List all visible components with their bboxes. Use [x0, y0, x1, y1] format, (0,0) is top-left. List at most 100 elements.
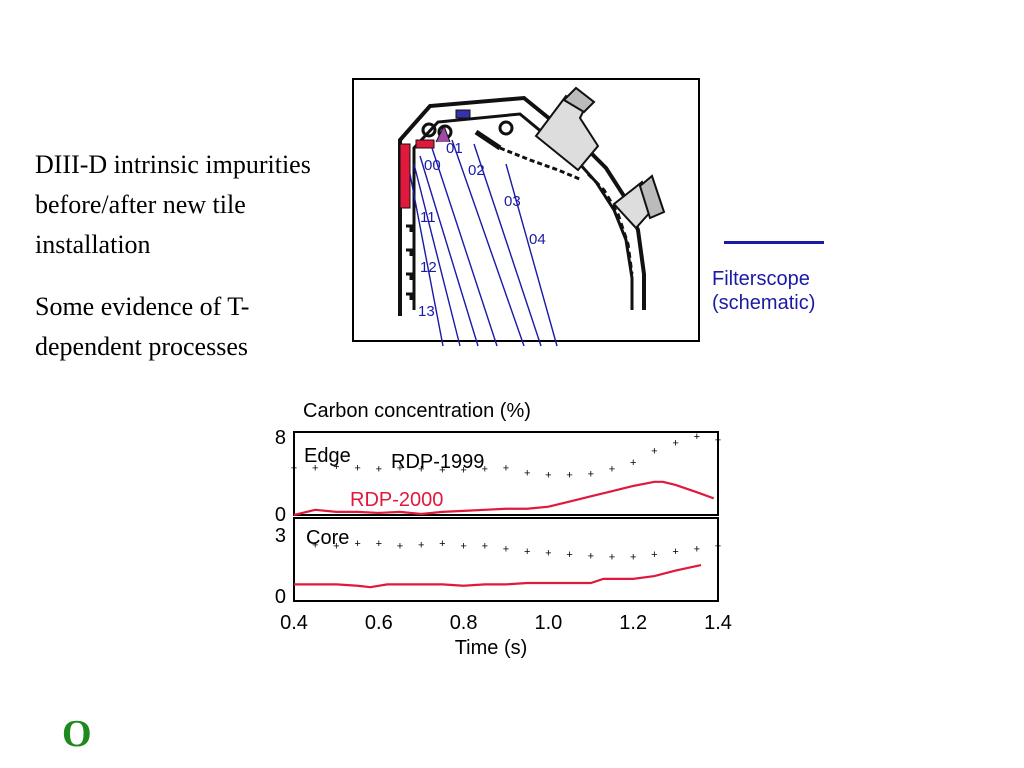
core-ytick-bottom: 0 — [275, 586, 286, 608]
x-tick-label: 0.4 — [280, 612, 308, 634]
data-point-rdp-1999-0-10: + — [503, 462, 509, 474]
coil-icon — [498, 120, 514, 136]
channel-label-04: 04 — [529, 231, 546, 248]
data-point-rdp-1999-0-13: + — [566, 470, 572, 482]
upper-port-flange — [562, 86, 596, 114]
data-point-rdp-1999-0-6: + — [418, 463, 424, 475]
shelf-tiles — [499, 146, 583, 182]
tokamak-diagram: 00 01 02 03 04 11 12 13 — [352, 78, 700, 347]
footer-mark: O — [62, 713, 92, 755]
x-tick-label: 1.2 — [619, 612, 647, 634]
legend-rdp-1999: RDP-1999 — [391, 451, 484, 473]
x-tick-label: 1.0 — [534, 612, 562, 634]
sight-line-13 — [409, 173, 444, 347]
chart-title: Carbon concentration (%) — [303, 400, 531, 422]
data-point-core-1-6: + — [439, 538, 445, 550]
vessel-outer-wall — [398, 95, 646, 316]
data-point-rdp-1999-0-15: + — [609, 463, 615, 475]
carbon-chart: Carbon concentration (%) 8 0 3 0 Edge Co… — [275, 400, 732, 659]
baffle — [474, 129, 502, 151]
edge-panel-label: Edge — [304, 445, 351, 467]
core-ytick-top: 3 — [275, 525, 286, 547]
series-line-core-1 — [294, 563, 702, 589]
data-point-rdp-1999-0-0: + — [291, 462, 297, 474]
channel-label-00: 00 — [424, 157, 441, 174]
filterscope-port — [455, 109, 471, 119]
data-point-core-1-9: + — [503, 543, 509, 555]
data-point-rdp-1999-0-11: + — [524, 467, 530, 479]
data-point-core-1-1: + — [333, 541, 339, 553]
data-point-rdp-1999-0-14: + — [588, 469, 594, 481]
data-point-rdp-1999-0-4: + — [376, 463, 382, 475]
coil-icon — [421, 122, 437, 138]
lower-port-flange — [638, 174, 666, 220]
data-point-rdp-1999-0-1: + — [312, 462, 318, 474]
data-point-core-1-0: + — [312, 539, 318, 551]
edge-ytick-top: 8 — [275, 427, 286, 449]
data-point-rdp-1999-0-19: + — [694, 431, 700, 443]
edge-panel-frame — [293, 431, 719, 516]
data-point-rdp-1999-0-5: + — [397, 462, 403, 474]
data-point-core-1-16: + — [651, 549, 657, 561]
channel-label-03: 03 — [504, 193, 521, 210]
data-point-rdp-1999-0-17: + — [651, 446, 657, 458]
data-point-rdp-1999-0-3: + — [354, 462, 360, 474]
divertor-tile — [415, 139, 435, 149]
edge-ytick-bottom: 0 — [275, 504, 286, 526]
data-point-rdp-1999-0-8: + — [460, 464, 466, 476]
data-point-core-1-15: + — [630, 552, 636, 564]
data-point-core-1-8: + — [482, 541, 488, 553]
sight-line-03 — [505, 163, 558, 347]
sight-line-01 — [451, 139, 525, 347]
data-point-rdp-1999-0-2: + — [333, 461, 339, 473]
x-tick-label: 1.4 — [704, 612, 732, 634]
data-point-rdp-1999-0-16: + — [630, 457, 636, 469]
data-point-core-1-11: + — [545, 548, 551, 560]
outer-tiles — [586, 172, 634, 275]
channel-label-02: 02 — [468, 162, 485, 179]
divertor-dome — [435, 124, 451, 143]
data-point-core-1-3: + — [376, 538, 382, 550]
slide-text: DIII-D intrinsic impurities before/after… — [35, 145, 335, 389]
legend-line — [724, 241, 824, 244]
x-axis-label: Time (s) — [455, 637, 528, 659]
data-point-core-1-10: + — [524, 546, 530, 558]
x-tick-label: 0.6 — [365, 612, 393, 634]
data-point-rdp-1999-0-7: + — [439, 464, 445, 476]
channel-label-13: 13 — [418, 303, 435, 320]
series-line-rdp-2000-0 — [293, 480, 715, 517]
data-point-core-1-13: + — [588, 550, 594, 562]
data-point-core-1-18: + — [694, 543, 700, 555]
data-point-core-1-19: + — [715, 541, 721, 553]
slide-text-block-2: Some evidence of T-dependent processes — [35, 292, 250, 361]
channel-label-01: 01 — [446, 140, 463, 157]
sight-line-00 — [431, 147, 498, 347]
data-point-core-1-2: + — [354, 538, 360, 550]
legend-rdp-2000: RDP-2000 — [350, 489, 443, 511]
sight-line-12 — [413, 163, 461, 347]
diagram-frame — [352, 78, 700, 342]
centerpost-bumps — [406, 224, 413, 300]
sight-lines — [409, 139, 558, 347]
sight-line-11 — [419, 155, 479, 347]
data-point-core-1-12: + — [566, 549, 572, 561]
data-point-rdp-1999-0-20: + — [715, 434, 721, 446]
data-point-core-1-17: + — [672, 546, 678, 558]
data-point-rdp-1999-0-18: + — [672, 437, 678, 449]
sight-line-02 — [473, 143, 542, 347]
legend-label: Filterscope (schematic) — [712, 268, 816, 314]
channel-label-12: 12 — [420, 259, 437, 276]
slide-text-block-1: DIII-D intrinsic impurities before/after… — [35, 150, 311, 259]
core-panel-label: Core — [306, 527, 349, 549]
core-panel-frame — [293, 517, 719, 602]
centerpost-tiles — [399, 143, 411, 209]
x-tick-label: 0.8 — [450, 612, 478, 634]
data-point-core-1-14: + — [609, 552, 615, 564]
channel-label-11: 11 — [420, 209, 436, 226]
data-point-rdp-1999-0-12: + — [545, 470, 551, 482]
data-point-core-1-5: + — [418, 539, 424, 551]
data-point-core-1-4: + — [397, 541, 403, 553]
upper-port — [534, 94, 600, 172]
data-point-core-1-7: + — [460, 541, 466, 553]
data-point-rdp-1999-0-9: + — [482, 463, 488, 475]
